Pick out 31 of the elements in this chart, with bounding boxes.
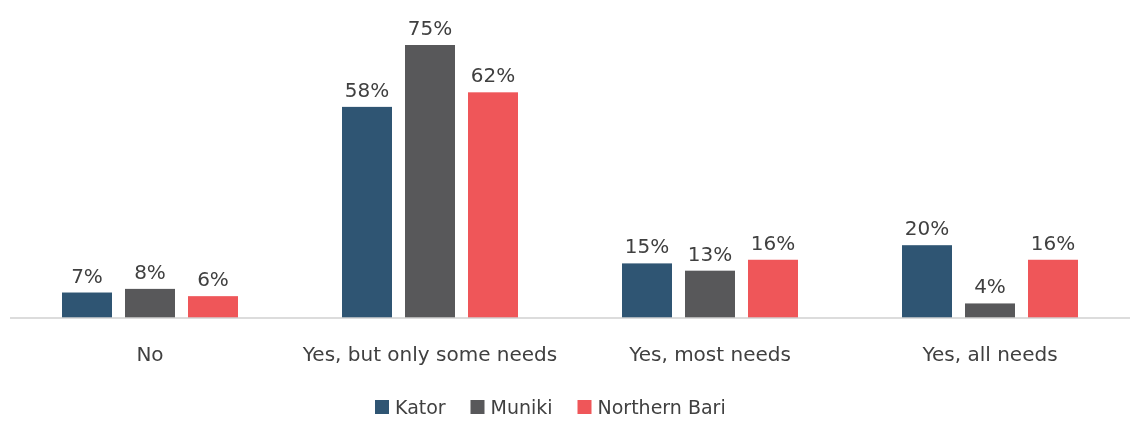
bar [125,288,175,318]
data-label: 4% [974,274,1006,299]
data-label: 7% [71,263,103,288]
legend-label: Northern Bari [597,396,726,418]
data-label: 62% [470,63,516,88]
bar [62,292,112,318]
bar [468,92,518,318]
bar [342,106,392,318]
data-label: 13% [687,241,733,266]
data-label: 6% [197,267,229,292]
x-tick-label: Yes, all needs [921,342,1058,366]
bar [188,296,238,318]
x-tick-label: No [136,342,164,366]
data-label: 16% [1030,230,1076,255]
data-label: 58% [344,77,390,102]
bar [622,263,672,318]
bar [1028,259,1078,318]
bar [748,259,798,318]
data-label: 15% [624,234,670,259]
data-label: 20% [904,216,950,241]
bar [685,270,735,318]
bar [405,45,455,318]
x-tick-label: Yes, most needs [628,342,791,366]
bar [965,303,1015,318]
x-tick-label: Yes, but only some needs [301,342,558,366]
bar [902,245,952,318]
data-label: 75% [407,16,453,40]
legend-label: Kator [395,396,446,418]
data-label: 8% [134,259,166,284]
data-label: 16% [750,230,796,255]
legend-label: Muniki [490,396,553,418]
